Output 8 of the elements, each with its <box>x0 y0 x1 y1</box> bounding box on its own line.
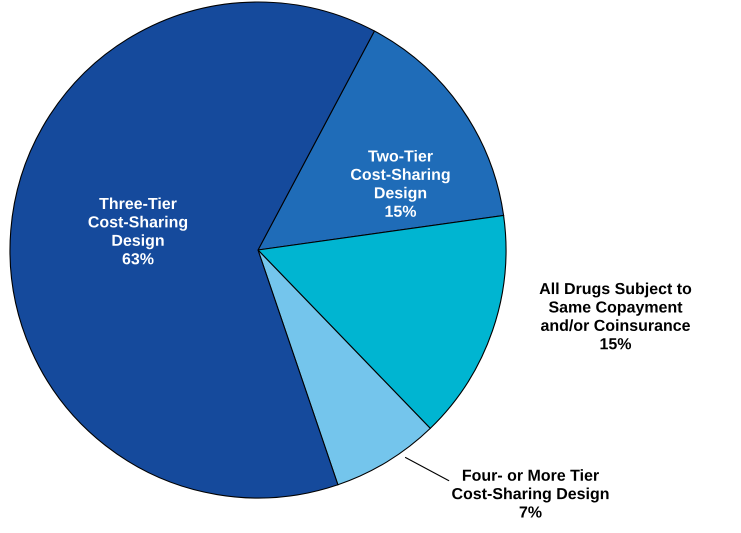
data-label: 15% <box>600 338 632 350</box>
data-label: 63% <box>122 253 154 264</box>
slice-label: All Drugs Subject to Same Copayment and/or Coinsurance <box>540 282 692 332</box>
slice-label: Three-Tier Cost-Sharing Design <box>88 197 188 250</box>
data-label: 15% <box>386 206 416 217</box>
slice-label: Two-Tier Cost-Sharing Design <box>351 150 450 202</box>
slice-label: Four- or More Tier Cost-Sharing Design <box>452 469 608 502</box>
data-label: 7% <box>520 506 542 518</box>
